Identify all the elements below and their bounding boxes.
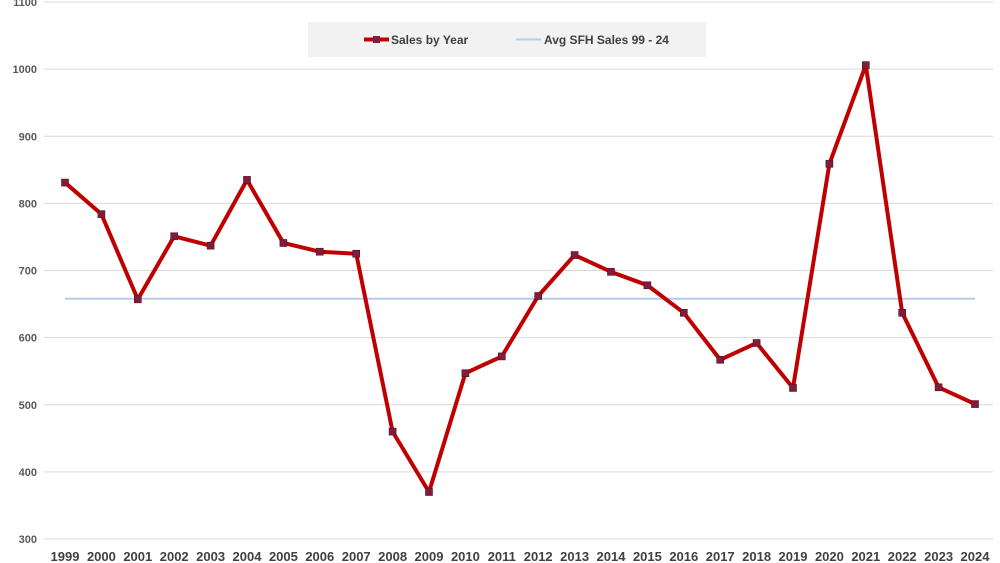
- legend-label-sales: Sales by Year: [391, 33, 469, 47]
- x-tick-label: 2021: [851, 549, 880, 563]
- data-point-sales: [206, 241, 215, 250]
- data-point-sales: [534, 292, 543, 300]
- data-point-sales: [570, 251, 579, 259]
- data-point-sales: [97, 210, 106, 218]
- data-point-sales: [825, 159, 834, 168]
- x-tick-label: 2001: [123, 549, 152, 563]
- gridlines: [44, 1, 993, 540]
- x-axis: 1999 2000 2001 2002 2003 2004 2005 2006 2007 2008…: [51, 549, 991, 563]
- x-tick-label: 2018: [742, 549, 771, 563]
- data-point-sales: [789, 384, 797, 392]
- data-point-sales: [243, 176, 251, 184]
- legend: Sales by Year Avg SFH Sales 99 - 24: [308, 22, 706, 57]
- series-line-sales-by-year: [63, 63, 976, 495]
- data-point-sales: [679, 308, 688, 317]
- data-point-sales: [134, 295, 142, 304]
- data-point-sales: [61, 178, 69, 187]
- x-tick-label: 2000: [87, 549, 116, 563]
- y-tick-label: 800: [19, 198, 37, 210]
- x-tick-label: 2011: [488, 549, 516, 563]
- y-tick-label: 600: [19, 333, 37, 345]
- x-tick-label: 2015: [633, 549, 662, 563]
- x-tick-label: 2006: [305, 549, 334, 563]
- x-tick-label: 2020: [815, 549, 844, 563]
- y-tick-label: 500: [19, 400, 37, 412]
- y-tick-label: 900: [19, 131, 37, 143]
- data-point-sales: [388, 427, 397, 436]
- data-point-sales: [861, 61, 870, 69]
- data-point-sales: [315, 247, 324, 256]
- data-point-sales: [461, 369, 470, 378]
- x-tick-label: 2003: [196, 549, 225, 563]
- x-tick-label: 2005: [269, 549, 298, 563]
- data-point-sales: [752, 339, 761, 347]
- x-tick-label: 2010: [451, 549, 480, 563]
- x-tick-label: 2009: [415, 549, 444, 563]
- series-layer: [61, 61, 979, 496]
- data-point-sales: [352, 249, 361, 258]
- data-point-sales: [607, 268, 615, 276]
- data-point-sales: [716, 355, 725, 364]
- data-point-sales: [934, 383, 943, 392]
- y-tick-label: 400: [19, 467, 37, 479]
- x-tick-label: 2022: [888, 549, 917, 563]
- y-tick-label: 700: [19, 266, 37, 278]
- x-tick-label: 2012: [524, 549, 553, 563]
- x-tick-label: 1999: [51, 549, 80, 563]
- x-tick-label: 2019: [779, 549, 808, 563]
- y-tick-label: 1000: [13, 64, 37, 76]
- data-point-sales: [971, 400, 979, 408]
- x-tick-label: 2024: [961, 549, 991, 563]
- x-tick-label: 2023: [924, 549, 953, 563]
- x-tick-label: 2017: [706, 549, 735, 563]
- x-tick-label: 2007: [342, 549, 371, 563]
- data-point-sales: [170, 232, 178, 241]
- x-tick-label: 2016: [669, 549, 698, 563]
- x-tick-label: 2014: [597, 549, 627, 563]
- data-point-sales: [643, 281, 652, 290]
- data-point-sales: [279, 239, 288, 247]
- data-point-sales: [898, 308, 907, 317]
- x-tick-label: 2008: [378, 549, 407, 563]
- x-tick-label: 2004: [233, 549, 263, 563]
- y-axis: 300 400 500 600 700 800 900 1000 1100: [13, 0, 37, 546]
- y-tick-label: 1100: [13, 0, 37, 9]
- legend-marker-sales: [373, 36, 380, 43]
- legend-label-avg: Avg SFH Sales 99 - 24: [544, 33, 669, 47]
- y-tick-label: 300: [19, 534, 37, 546]
- x-tick-label: 2013: [560, 549, 589, 563]
- data-point-sales: [425, 488, 433, 496]
- x-tick-label: 2002: [160, 549, 189, 563]
- data-point-sales: [497, 352, 506, 361]
